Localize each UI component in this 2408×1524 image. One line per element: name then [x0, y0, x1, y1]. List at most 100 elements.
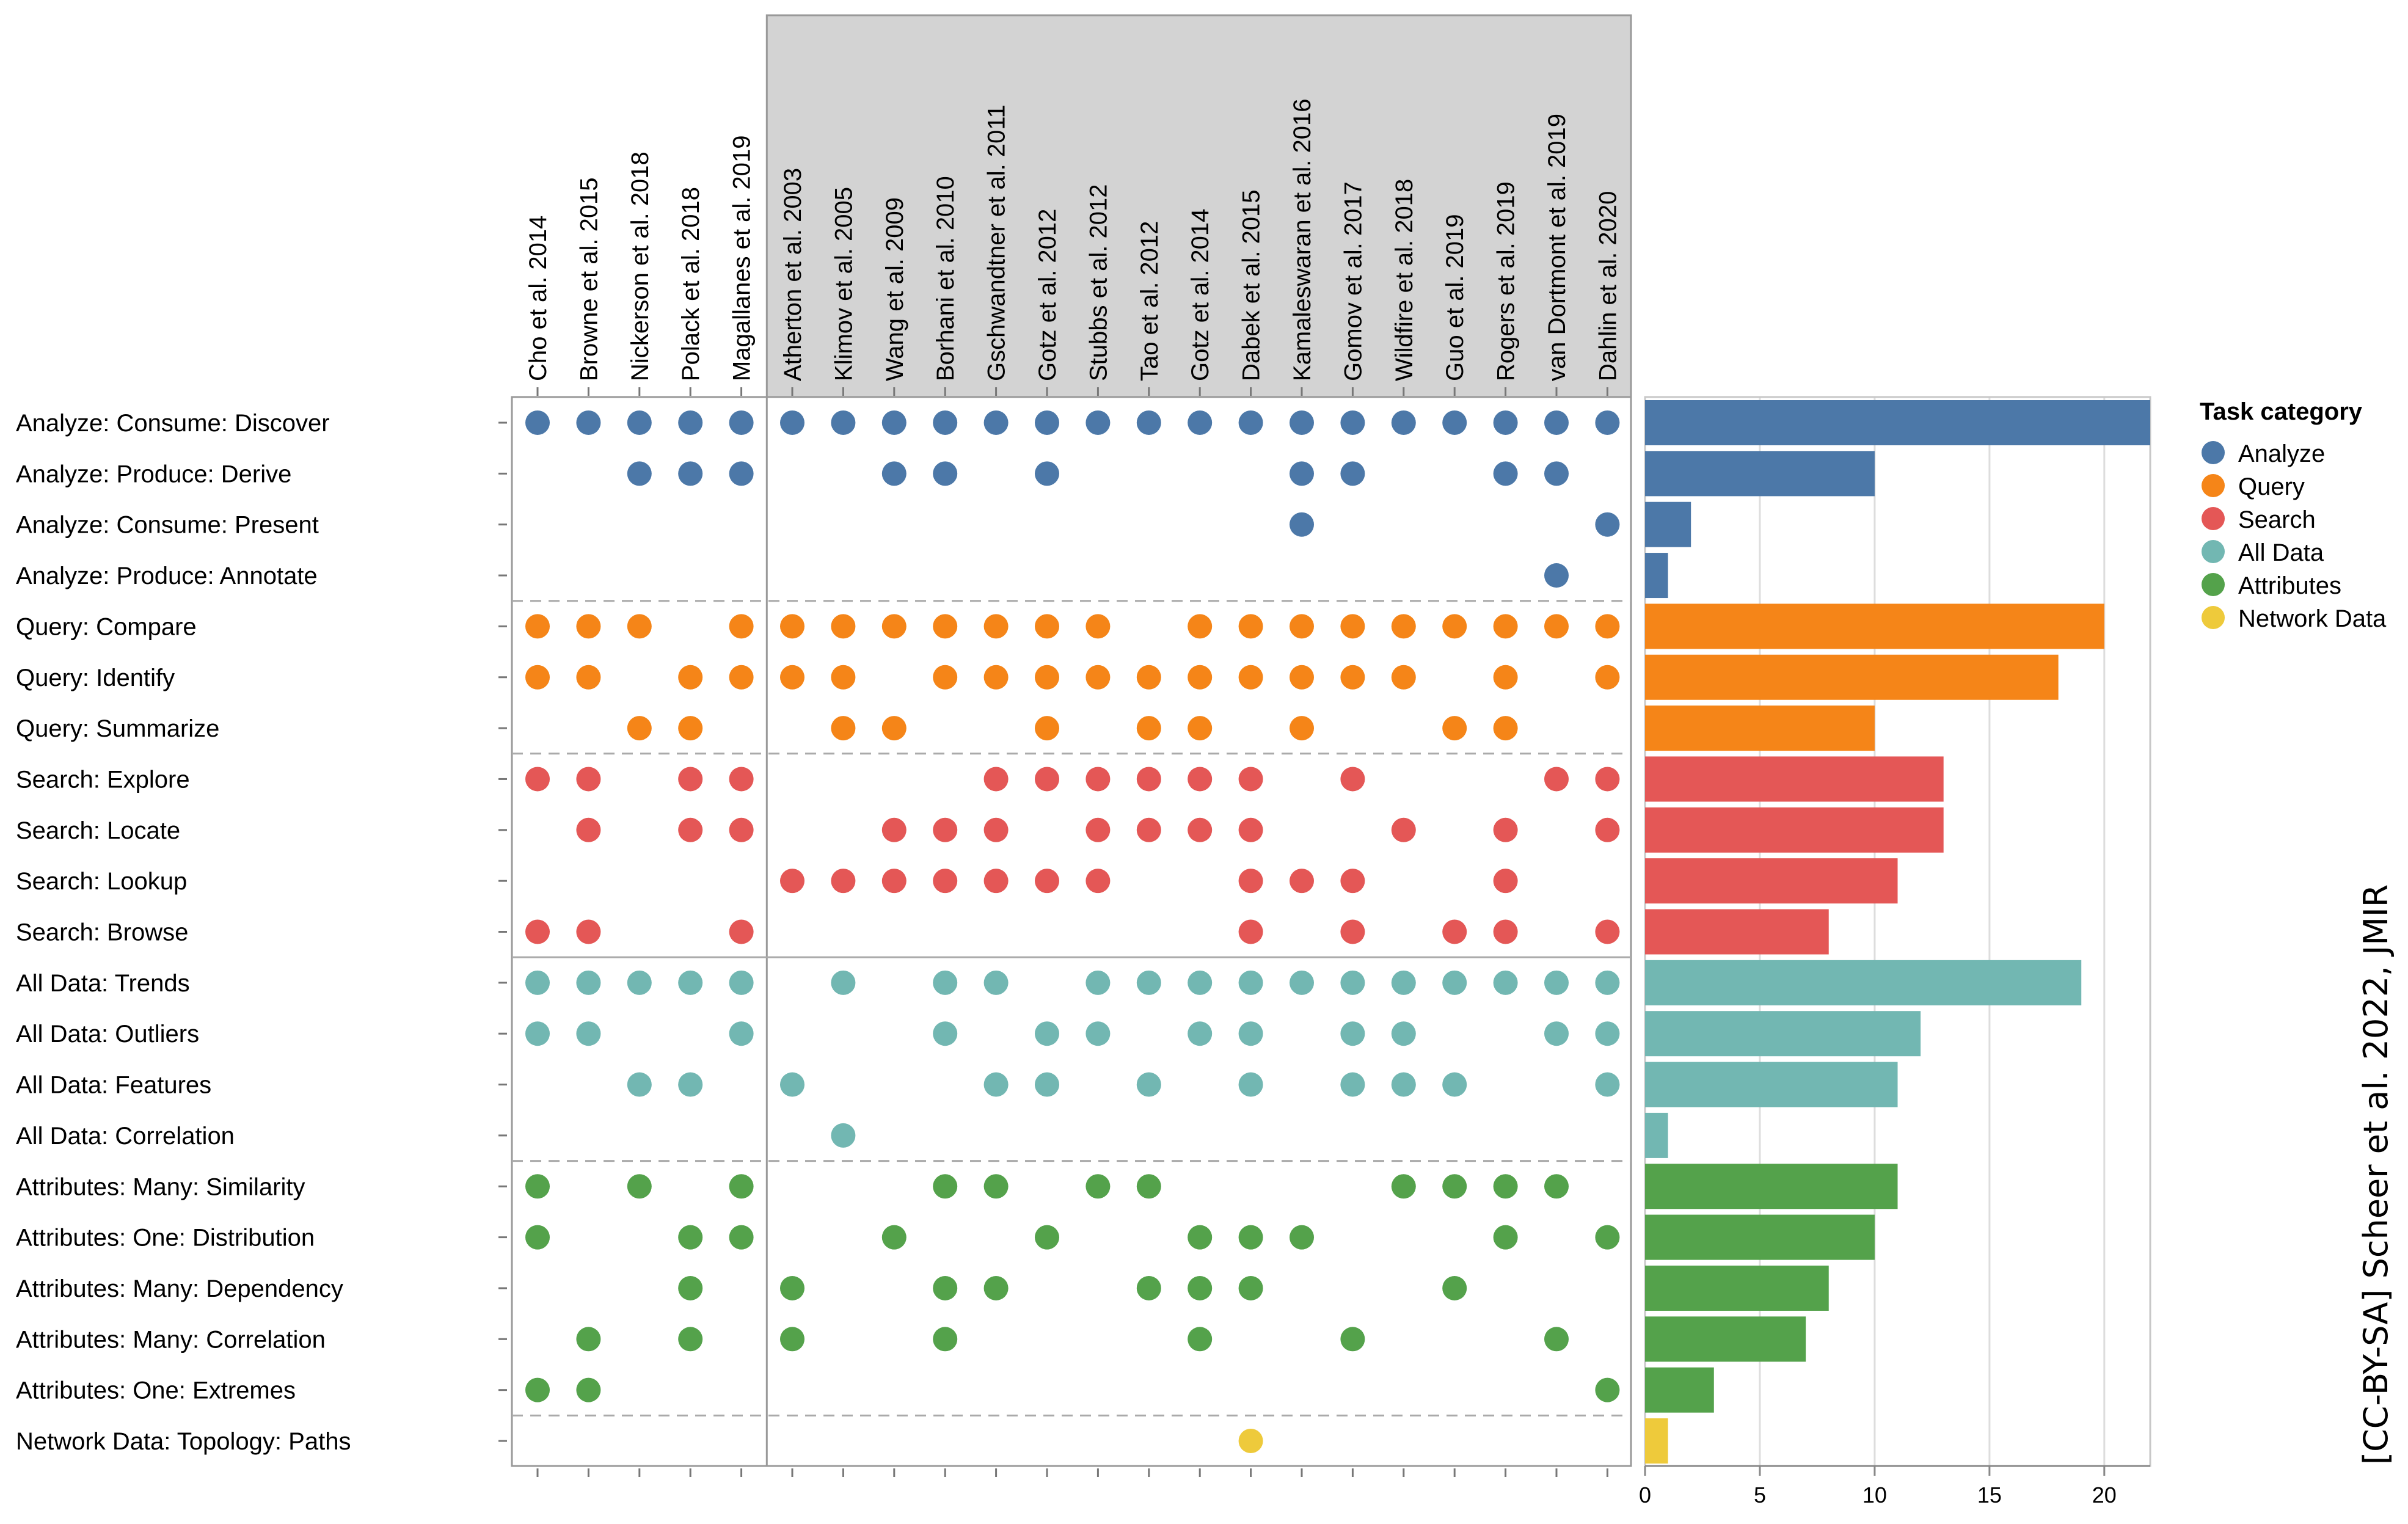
task-dot: [525, 919, 550, 944]
task-dot: [1391, 614, 1416, 639]
task-dot: [1340, 1327, 1365, 1352]
task-dot: [1290, 410, 1314, 435]
task-dot: [1595, 512, 1620, 537]
task-dot: [525, 767, 550, 792]
task-dot: [627, 461, 652, 486]
task-label: All Data: Correlation: [16, 1123, 235, 1150]
task-dot: [780, 1327, 804, 1352]
count-bar: [1645, 858, 1898, 904]
legend-item-label: Analyze: [2238, 440, 2325, 467]
count-bar: [1645, 501, 1691, 547]
task-dot: [729, 665, 754, 690]
task-dot: [780, 1275, 804, 1300]
task-dot: [1391, 1072, 1416, 1097]
task-dot: [1136, 1174, 1161, 1199]
task-dot: [1290, 614, 1314, 639]
task-dot: [1238, 410, 1263, 435]
paper-label: Dahlin et al. 2020: [1594, 191, 1621, 381]
task-dot: [1238, 767, 1263, 792]
task-dot: [983, 869, 1009, 894]
task-label: Search: Locate: [16, 817, 180, 844]
task-dot: [729, 1174, 754, 1199]
task-dot: [576, 767, 601, 792]
count-bar: [1645, 1265, 1829, 1311]
matrix-dots: [525, 410, 1620, 1453]
task-label: Analyze: Produce: Annotate: [16, 563, 318, 589]
paper-label: Klimov et al. 2005: [830, 187, 857, 381]
bar-axis-tick-label: 20: [2092, 1482, 2117, 1508]
task-dot: [1391, 1021, 1416, 1046]
task-dot: [831, 1123, 856, 1148]
task-dot: [729, 919, 754, 944]
task-dot: [1442, 1275, 1467, 1300]
count-bar: [1645, 1011, 1921, 1057]
task-dot: [1493, 919, 1518, 944]
task-dot: [525, 1174, 550, 1199]
task-dot: [678, 716, 703, 741]
task-label: Attributes: Many: Similarity: [16, 1173, 305, 1200]
task-dot: [729, 614, 754, 639]
task-dot: [983, 767, 1009, 792]
task-dot: [1136, 817, 1161, 842]
task-dot: [1595, 970, 1620, 995]
task-dot: [729, 970, 754, 995]
paper-label: Gotz et al. 2012: [1034, 209, 1061, 381]
task-dot: [1595, 410, 1620, 435]
task-dot: [576, 1327, 601, 1352]
task-dot: [831, 869, 856, 894]
task-dot: [1595, 919, 1620, 944]
task-dot: [525, 614, 550, 639]
task-dot: [831, 665, 856, 690]
task-dot: [933, 1174, 958, 1199]
task-dot: [729, 817, 754, 842]
task-label: Analyze: Consume: Discover: [16, 410, 330, 437]
task-dot: [1493, 869, 1518, 894]
task-dot: [678, 1225, 703, 1250]
task-dot: [1493, 410, 1518, 435]
task-dot: [1493, 716, 1518, 741]
paper-label: Wang et al. 2009: [881, 197, 908, 381]
task-dot: [1493, 817, 1518, 842]
task-dot: [933, 1275, 958, 1300]
task-dot: [627, 716, 652, 741]
task-dot: [881, 1225, 907, 1250]
legend-swatch: [2202, 507, 2225, 530]
task-dot: [780, 665, 804, 690]
task-dot: [1493, 461, 1518, 486]
task-dot: [1238, 614, 1263, 639]
task-dot: [525, 970, 550, 995]
task-label: Network Data: Topology: Paths: [16, 1428, 351, 1455]
task-label: Search: Browse: [16, 919, 188, 946]
paper-label: Guo et al. 2019: [1442, 214, 1469, 381]
task-dot: [1188, 614, 1213, 639]
task-dot: [1290, 512, 1314, 537]
task-dot: [1442, 614, 1467, 639]
paper-label: Wildfire et al. 2018: [1391, 179, 1418, 381]
task-dot: [780, 869, 804, 894]
task-dot: [1340, 614, 1365, 639]
task-dot: [576, 970, 601, 995]
task-dot: [1136, 970, 1161, 995]
task-dot: [627, 970, 652, 995]
legend-swatch: [2202, 606, 2225, 629]
task-dot: [1085, 767, 1111, 792]
task-label: Query: Identify: [16, 665, 175, 691]
task-dot: [1493, 665, 1518, 690]
task-label: Attributes: One: Extremes: [16, 1377, 296, 1404]
count-bar: [1645, 1164, 1898, 1209]
count-bar: [1645, 1062, 1898, 1107]
count-bar: [1645, 451, 1875, 497]
task-label: Search: Explore: [16, 766, 190, 793]
task-dot: [1085, 1174, 1111, 1199]
task-dot: [1290, 716, 1314, 741]
paper-label: van Dortmont et al. 2019: [1544, 114, 1571, 381]
task-labels: Analyze: Consume: Discover Analyze: Produ…: [16, 410, 351, 1455]
task-dot: [933, 665, 958, 690]
task-dot: [933, 1327, 958, 1352]
count-bars: [1645, 400, 2150, 1464]
task-dot: [881, 716, 907, 741]
count-bar: [1645, 654, 2059, 700]
task-dot: [1442, 970, 1467, 995]
legend-item-label: Search: [2238, 506, 2316, 533]
